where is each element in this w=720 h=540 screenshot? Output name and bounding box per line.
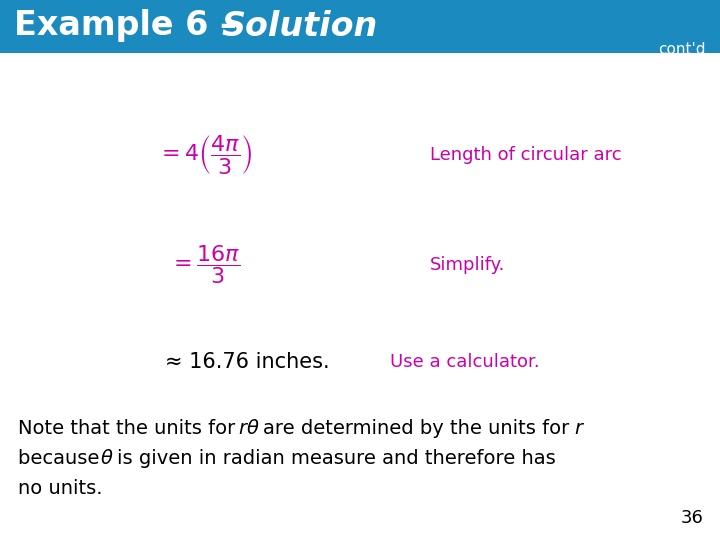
Text: Simplify.: Simplify. [430, 256, 505, 274]
Text: $= \dfrac{16\pi}{3}$: $= \dfrac{16\pi}{3}$ [169, 244, 240, 287]
Text: Length of circular arc: Length of circular arc [430, 146, 621, 164]
Text: Example 6 –: Example 6 – [14, 10, 248, 43]
Text: Solution: Solution [222, 10, 378, 43]
Text: Note that the units for: Note that the units for [18, 418, 241, 437]
FancyBboxPatch shape [0, 0, 720, 53]
Text: ≈ 16.76 inches.: ≈ 16.76 inches. [165, 352, 330, 372]
Text: cont'd: cont'd [659, 42, 706, 57]
Text: Use a calculator.: Use a calculator. [390, 353, 539, 371]
Text: $= 4\left(\dfrac{4\pi}{3}\right)$: $= 4\left(\dfrac{4\pi}{3}\right)$ [157, 133, 253, 177]
Text: $r\theta$: $r\theta$ [238, 418, 260, 437]
Text: 36: 36 [681, 509, 704, 527]
Text: $\theta$: $\theta$ [100, 449, 114, 468]
Text: no units.: no units. [18, 478, 102, 497]
Text: is given in radian measure and therefore has: is given in radian measure and therefore… [117, 449, 556, 468]
Text: are determined by the units for: are determined by the units for [263, 418, 575, 437]
Text: $r$: $r$ [574, 418, 585, 437]
Text: because: because [18, 449, 106, 468]
